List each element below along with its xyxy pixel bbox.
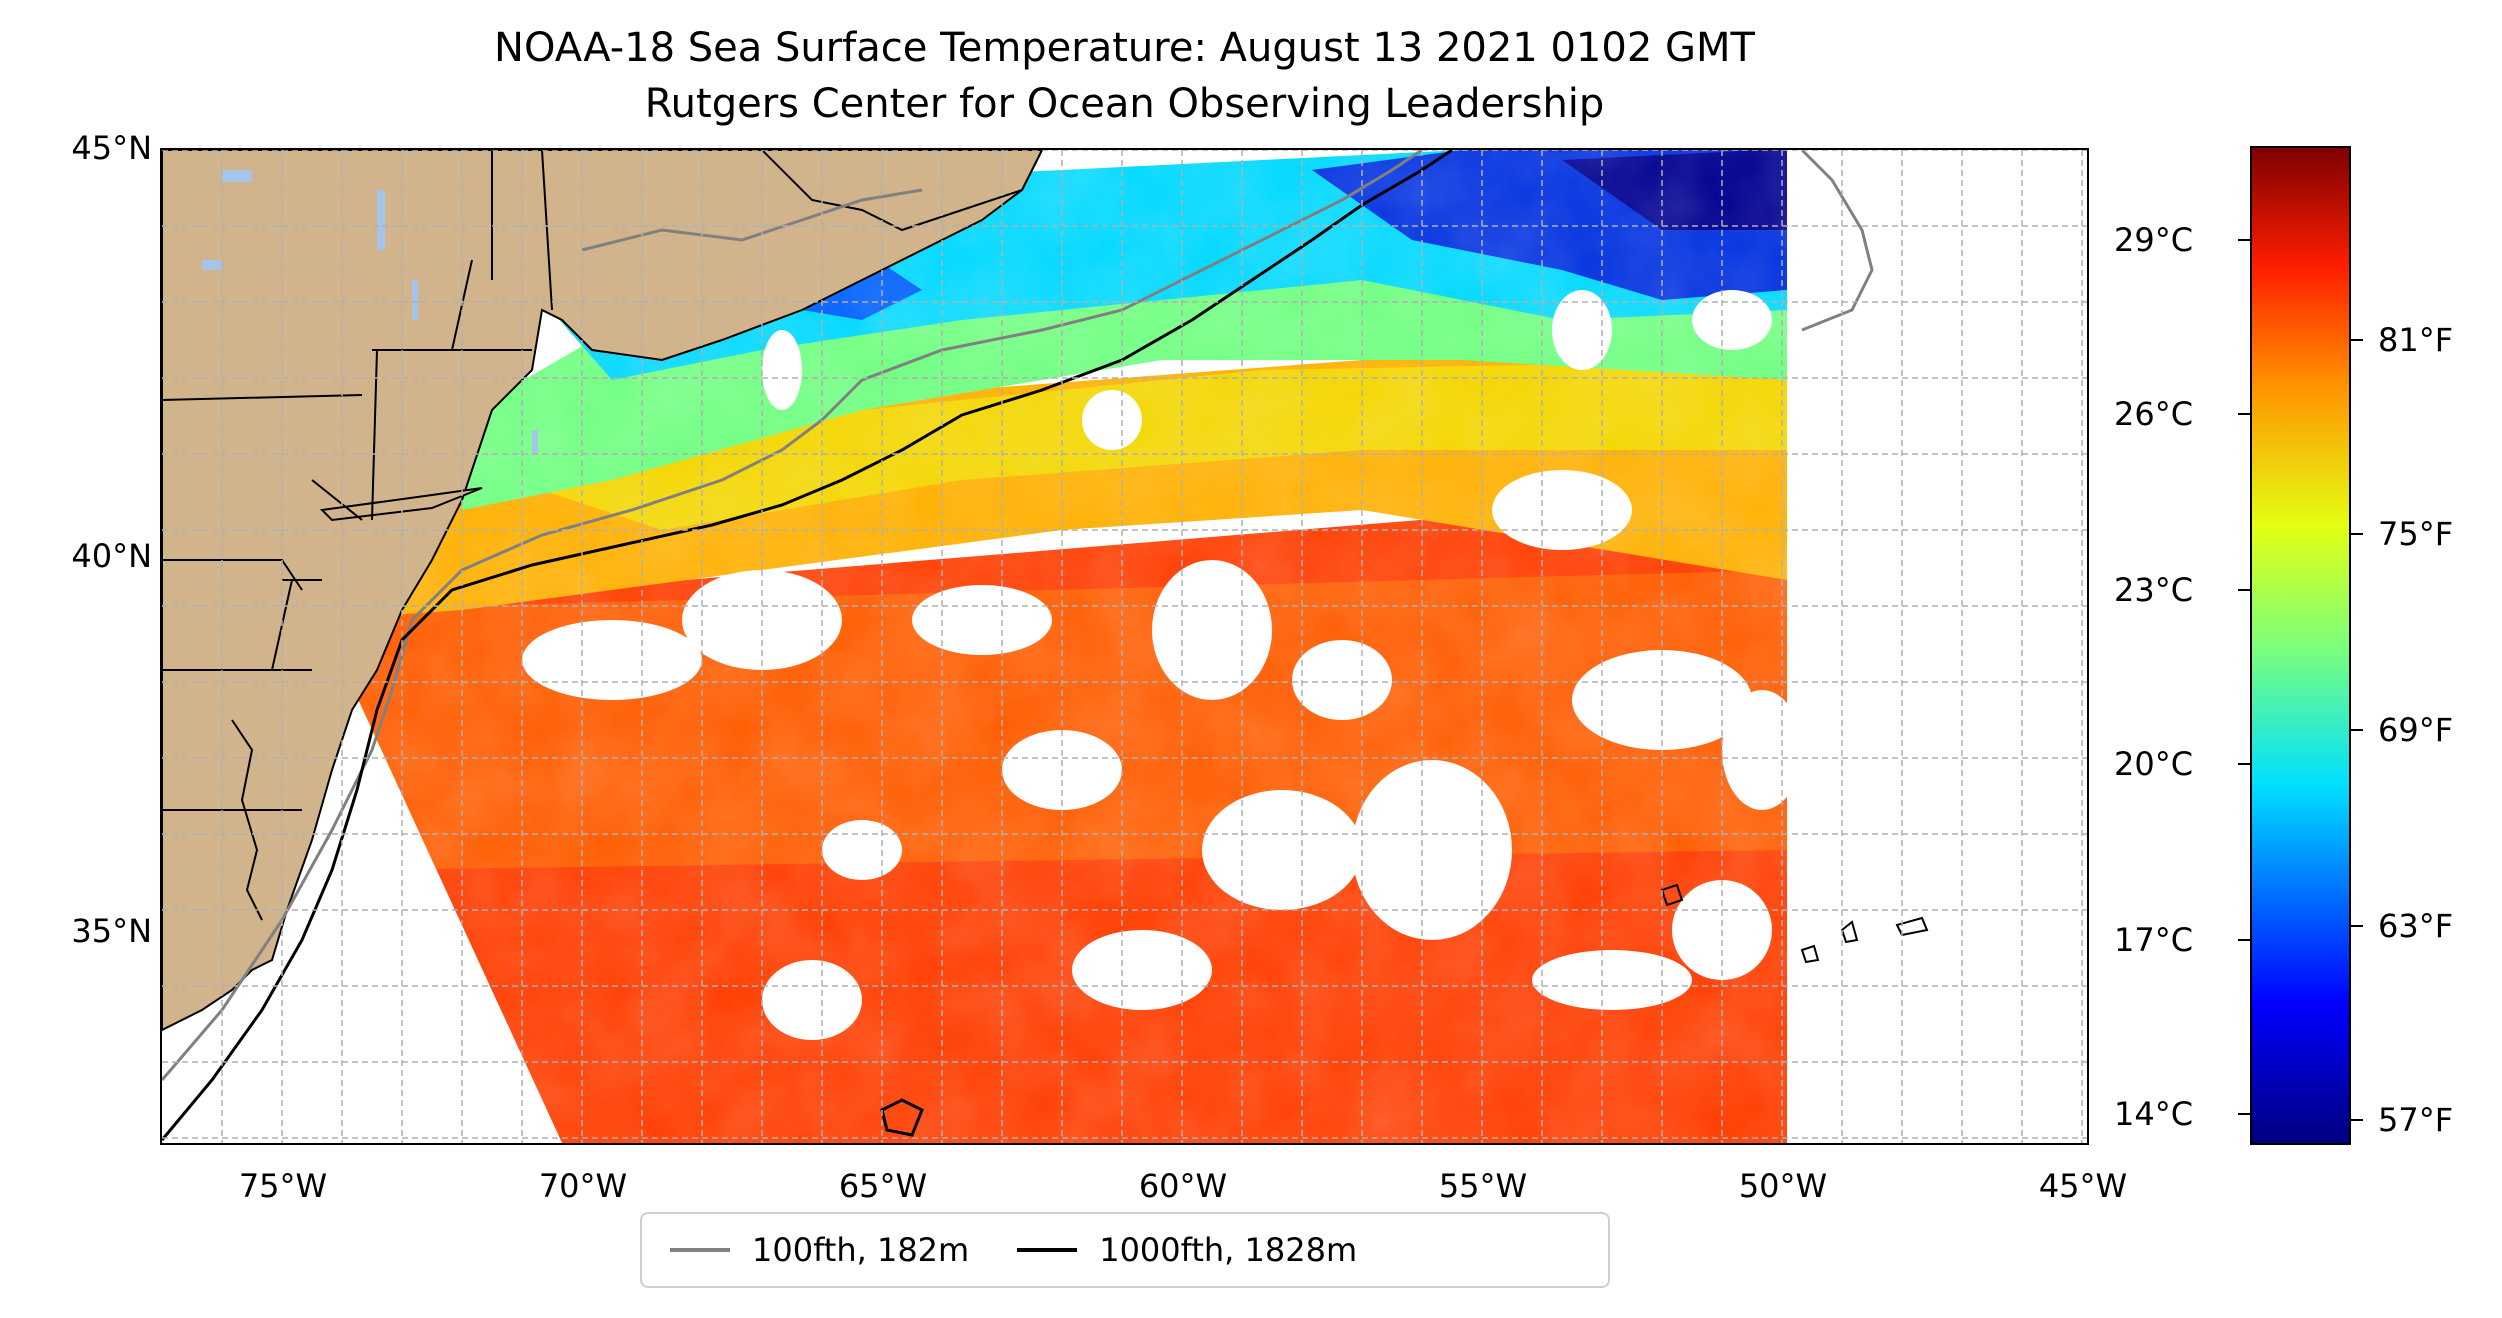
lat-label-35n: 35°N — [71, 912, 152, 950]
colorbar — [2250, 146, 2351, 1145]
lon-label-70w: 70°W — [538, 1167, 628, 1205]
seamount-3 — [1840, 920, 1859, 944]
cbar-tick-f-63 — [2351, 925, 2363, 927]
legend-swatch-100fth — [670, 1248, 730, 1252]
sst-map — [160, 148, 2089, 1145]
seamount-5 — [1800, 944, 1820, 964]
lon-label-75w: 75°W — [238, 1167, 328, 1205]
cbar-label-26c: 26°C — [2114, 395, 2194, 433]
cbar-tick-c-20 — [2238, 763, 2250, 765]
lon-label-50w: 50°W — [1738, 1167, 1828, 1205]
seamount-4 — [1895, 916, 1929, 937]
cbar-tick-c-14 — [2238, 1113, 2250, 1115]
cbar-tick-f-69 — [2351, 729, 2363, 731]
contour-legend: 100fth, 182m 1000fth, 1828m — [640, 1212, 1610, 1288]
cbar-tick-c-29 — [2238, 239, 2250, 241]
cbar-tick-f-75 — [2351, 533, 2363, 535]
cbar-label-63f: 63°F — [2378, 907, 2454, 945]
legend-label-1000fth: 1000fth, 1828m — [1099, 1231, 1358, 1269]
cbar-label-29c: 29°C — [2114, 221, 2194, 259]
legend-item-100fth: 100fth, 182m — [670, 1231, 969, 1269]
land-northeast-us — [162, 150, 1044, 1032]
cbar-label-69f: 69°F — [2378, 711, 2454, 749]
legend-swatch-1000fth — [1017, 1248, 1078, 1252]
cbar-tick-c-26 — [2238, 413, 2250, 415]
map-subtitle: Rutgers Center for Ocean Observing Leade… — [644, 81, 1605, 127]
chesapeake-bay — [231, 719, 263, 921]
lat-label-45n: 45°N — [71, 129, 152, 167]
legend-item-1000fth: 1000fth, 1828m — [1017, 1231, 1357, 1269]
cbar-tick-c-23 — [2238, 589, 2250, 591]
lakes — [202, 170, 538, 454]
lon-label-45w: 45°W — [2038, 1167, 2128, 1205]
contour-grand-banks — [1800, 150, 1874, 332]
lon-label-55w: 55°W — [1438, 1167, 1528, 1205]
cbar-label-17c: 17°C — [2114, 921, 2194, 959]
gridlines — [162, 150, 2087, 1143]
legend-label-100fth: 100fth, 182m — [752, 1231, 970, 1269]
cbar-label-81f: 81°F — [2378, 321, 2454, 359]
seamount-2 — [1660, 883, 1684, 907]
contour-gulf-of-maine — [581, 188, 923, 252]
map-title: NOAA-18 Sea Surface Temperature: August … — [494, 25, 1755, 71]
lon-label-60w: 60°W — [1138, 1167, 1228, 1205]
land-nova-scotia — [760, 150, 1044, 232]
lon-label-65w: 65°W — [838, 1167, 928, 1205]
cbar-label-57f: 57°F — [2378, 1101, 2454, 1139]
cbar-tick-f-57 — [2351, 1119, 2363, 1121]
lat-label-40n: 40°N — [71, 537, 152, 575]
cbar-label-20c: 20°C — [2114, 745, 2194, 783]
cbar-label-23c: 23°C — [2114, 571, 2194, 609]
cbar-label-14c: 14°C — [2114, 1095, 2194, 1133]
cbar-label-75f: 75°F — [2378, 515, 2454, 553]
seamount-1 — [880, 1098, 924, 1137]
bathymetry-contours — [162, 150, 1929, 1141]
cbar-tick-f-81 — [2351, 339, 2363, 341]
contour-100fth — [162, 150, 1423, 1081]
cbar-tick-c-17 — [2238, 939, 2250, 941]
contour-1000fth — [162, 150, 1453, 1141]
